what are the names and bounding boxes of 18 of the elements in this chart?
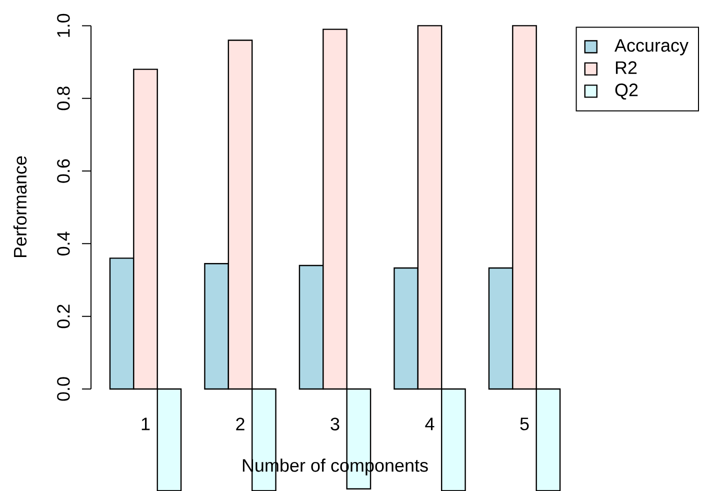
y-tick-label: 0.2 <box>57 304 70 328</box>
x-tick-label: 5 <box>520 418 529 430</box>
x-tick-label: 1 <box>142 418 150 430</box>
legend-label: Q2 <box>615 84 638 100</box>
bar <box>536 388 561 491</box>
bar <box>440 388 466 491</box>
y-tick-label: 0.8 <box>57 86 70 110</box>
y-tick-label: 1.0 <box>57 14 70 37</box>
x-tick-label: 4 <box>425 418 434 430</box>
x-tick-label: 3 <box>330 418 340 430</box>
y-tick-label: 0.0 <box>57 377 70 401</box>
bar <box>156 388 182 491</box>
x-tick-label: 2 <box>236 418 244 430</box>
legend-label: R2 <box>616 61 637 74</box>
y-tick-label: 0.4 <box>57 232 70 256</box>
y-axis-title: Performance <box>13 156 27 258</box>
legend-label: Accuracy <box>614 39 688 56</box>
y-tick-label: 0.6 <box>57 159 70 183</box>
